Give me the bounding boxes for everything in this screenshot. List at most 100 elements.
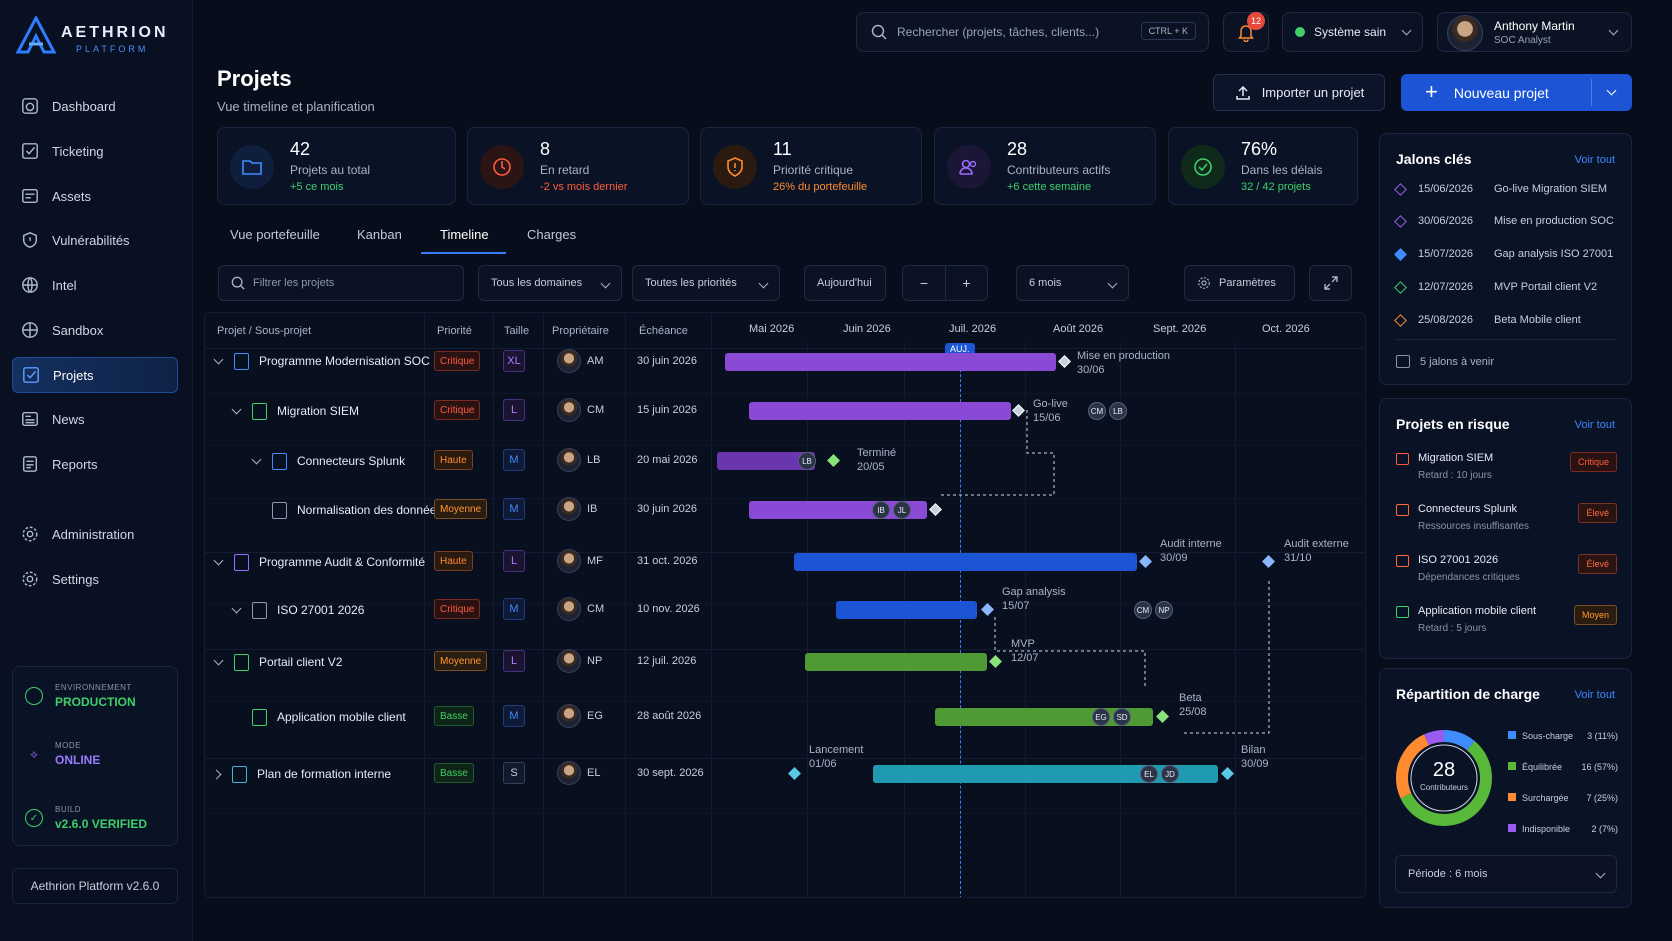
milestone-date: 25/08/2026 [1418, 314, 1474, 326]
nav-item-settings[interactable]: Settings [12, 561, 178, 597]
tab-charges[interactable]: Charges [527, 227, 577, 242]
system-status-select[interactable]: Système sain [1282, 12, 1423, 52]
risk-name: Application mobile client [1418, 605, 1537, 617]
period-select[interactable]: Période : 6 mois [1395, 855, 1617, 893]
system-status-label: Système sain [1314, 25, 1387, 39]
milestones-footer: 5 jalons à venir [1396, 355, 1494, 368]
chevron-down-icon[interactable] [1606, 85, 1617, 96]
tab-portfolio[interactable]: Vue portefeuille [230, 227, 320, 242]
assignee-chip[interactable]: CM [1134, 601, 1152, 619]
today-button[interactable]: Aujourd'hui [804, 265, 886, 301]
milestone-item[interactable]: 12/07/2026 MVP Portail client V2 [1394, 280, 1597, 294]
range-select[interactable]: 6 mois [1016, 265, 1129, 301]
row-programme-soc[interactable]: Programme Modernisation SOC [213, 350, 430, 372]
row-label: Connecteurs Splunk [297, 454, 406, 468]
row-plan-formation[interactable]: Plan de formation interne [211, 763, 391, 785]
owner-cell: MF [557, 549, 603, 573]
gantt-bar-connecteurs-splunk[interactable] [717, 452, 815, 470]
gantt-bar-iso-27001[interactable] [836, 601, 977, 619]
nav-label: News [52, 411, 85, 427]
risk-item[interactable]: Connecteurs Splunk Ressources insuffisant… [1396, 497, 1617, 547]
kpi-card-total: 42 Projets au total +5 ce mois [217, 127, 456, 205]
assignee-chip[interactable]: LB [1109, 402, 1127, 420]
row-programme-audit[interactable]: Programme Audit & Conformité [213, 551, 425, 573]
load-donut-chart [1396, 730, 1492, 826]
nav-item-intel[interactable]: Intel [12, 267, 178, 303]
plus-icon: + [1425, 78, 1438, 104]
milestone-item[interactable]: 25/08/2026 Beta Mobile client [1394, 313, 1581, 327]
assignee-chip[interactable]: NP [1155, 601, 1173, 619]
view-all-link[interactable]: Voir tout [1574, 419, 1615, 431]
row-app-mobile[interactable]: Application mobile client [231, 706, 406, 728]
tab-kanban[interactable]: Kanban [357, 227, 402, 242]
gantt-bar-programme-soc[interactable] [725, 353, 1056, 371]
search-placeholder: Rechercher (projets, tâches, clients...) [897, 25, 1100, 39]
nav-item-vulnerabilites[interactable]: Vulnérabilités [12, 222, 178, 258]
gantt-bar-programme-audit[interactable] [794, 553, 1137, 571]
assignee-chip[interactable]: JD [1161, 765, 1179, 783]
legend-item: Sous-charge 3 (11%) [1508, 731, 1618, 741]
fullscreen-button[interactable] [1309, 265, 1352, 301]
gantt-bar-portail-client[interactable] [805, 653, 987, 671]
new-project-button[interactable]: + Nouveau projet [1401, 74, 1632, 111]
nav-item-news[interactable]: News [12, 401, 178, 437]
milestone-item[interactable]: 15/06/2026 Go-live Migration SIEM [1394, 182, 1607, 196]
zoom-in-button[interactable]: + [962, 275, 971, 291]
assignee-chip[interactable]: EL [1140, 765, 1158, 783]
zoom-out-button[interactable]: − [919, 275, 929, 291]
milestone-date: 30/06/2026 [1418, 215, 1474, 227]
kpi-value: 8 [540, 139, 551, 159]
nav-item-sandbox[interactable]: Sandbox [12, 312, 178, 348]
risk-item[interactable]: ISO 27001 2026 Dépendances critiques Élevé [1396, 548, 1617, 598]
view-all-link[interactable]: Voir tout [1574, 154, 1615, 166]
owner-cell: CM [557, 398, 604, 422]
milestone-title: Gap analysis ISO 27001 [1494, 248, 1614, 260]
global-search[interactable]: Rechercher (projets, tâches, clients...)… [856, 12, 1209, 52]
assignee-chip[interactable]: EG [1092, 708, 1110, 726]
legend-item: Équilibrée 16 (57%) [1508, 762, 1618, 772]
assignee-chip[interactable]: SD [1113, 708, 1131, 726]
nav-label: Projets [53, 367, 94, 383]
nav-item-assets[interactable]: Assets [12, 178, 178, 214]
document-icon [272, 501, 287, 519]
milestone-item[interactable]: 30/06/2026 Mise en production SOC [1394, 214, 1614, 228]
mode-row: ⟡ MODE ONLINE [25, 741, 100, 767]
risk-item[interactable]: Application mobile client Retard : 5 jour… [1396, 599, 1617, 649]
users-icon [947, 145, 991, 189]
row-iso-27001[interactable]: ISO 27001 2026 [231, 599, 364, 621]
row-migration-siem[interactable]: Migration SIEM [231, 400, 359, 422]
row-normalisation[interactable]: Normalisation des données [251, 499, 442, 521]
risk-badge: Critique [1569, 452, 1617, 472]
gantt-bar-migration-siem[interactable] [749, 402, 1011, 420]
domain-select[interactable]: Tous les domaines [478, 265, 622, 301]
milestone-item[interactable]: 15/07/2026 Gap analysis ISO 27001 [1394, 247, 1614, 261]
nav-item-administration[interactable]: Administration [12, 516, 178, 552]
row-connecteurs-splunk[interactable]: Connecteurs Splunk [251, 450, 405, 472]
assignee-chip[interactable]: IB [872, 501, 890, 519]
risk-item[interactable]: Migration SIEM Retard : 10 jours Critique [1396, 446, 1617, 496]
import-project-button[interactable]: Importer un projet [1213, 74, 1385, 111]
user-menu[interactable]: Anthony Martin SOC Analyst [1437, 12, 1632, 52]
filter-projects-input[interactable]: Filtrer les projets [218, 265, 464, 301]
notifications-button[interactable]: 12 [1223, 12, 1269, 52]
priority-select[interactable]: Toutes les priorités [632, 265, 780, 301]
nav-item-ticketing[interactable]: Ticketing [12, 133, 178, 169]
due-date: 28 août 2026 [637, 710, 702, 722]
nav-item-reports[interactable]: Reports [12, 446, 178, 482]
nav-item-projets[interactable]: Projets [12, 357, 178, 393]
gantt-bar-plan-formation[interactable] [873, 765, 1218, 783]
assignee-chip[interactable]: LB [798, 452, 816, 470]
row-portail-client[interactable]: Portail client V2 [213, 651, 342, 673]
settings-button[interactable]: Paramètres [1184, 265, 1295, 301]
nav-item-dashboard[interactable]: Dashboard [12, 88, 178, 124]
nav-label: Sandbox [52, 322, 104, 338]
assignee-chip[interactable]: JL [893, 501, 911, 519]
avatar [557, 761, 581, 785]
legend-swatch [1508, 793, 1516, 801]
size-badge: L [503, 550, 525, 572]
tab-timeline[interactable]: Timeline [440, 227, 489, 242]
view-all-link[interactable]: Voir tout [1574, 689, 1615, 701]
shield-alert-icon [713, 145, 757, 189]
assignee-chip[interactable]: CM [1088, 402, 1106, 420]
program-icon [232, 765, 247, 783]
